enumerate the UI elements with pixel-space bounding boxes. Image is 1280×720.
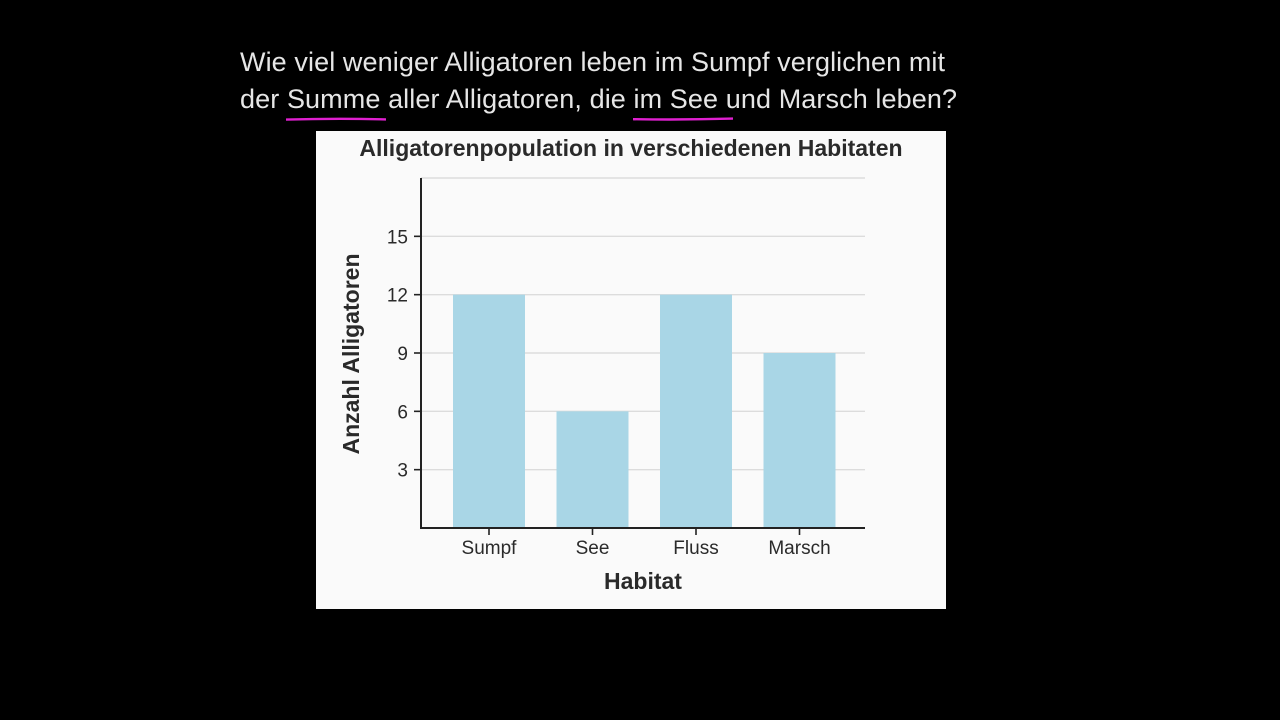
question-line-1: Wie viel weniger Alligatoren leben im Su… xyxy=(240,47,946,77)
question-text: Wie viel weniger Alligatoren leben im Su… xyxy=(240,44,1060,121)
y-tick-label: 12 xyxy=(387,286,408,307)
bar-see xyxy=(556,411,629,528)
chart-labels: Sumpf See Fluss Marsch 3 6 9 12 15 Alligatorenpop… xyxy=(338,135,903,594)
y-tick-label: 15 xyxy=(387,227,408,248)
bar-fluss xyxy=(660,294,732,528)
bar-marsch xyxy=(763,353,836,528)
x-tick-label-fluss: Fluss xyxy=(673,538,718,559)
x-axis-title: Habitat xyxy=(604,568,682,594)
underline-mark-im-see xyxy=(632,117,733,121)
question-line-2: der Summe aller Alligatoren, die im See … xyxy=(240,81,1060,121)
bar-chart: Sumpf See Fluss Marsch 3 6 9 12 15 Alligatorenpop… xyxy=(338,135,903,594)
question-line-2-end: und Marsch leben? xyxy=(718,84,958,114)
y-tick-label: 6 xyxy=(397,402,408,423)
highlighted-phrase-im-see: im See xyxy=(632,81,733,121)
highlighted-word-summe: Summe xyxy=(285,81,386,121)
y-tick-label: 9 xyxy=(397,344,408,365)
chart-title: Alligatorenpopulation in verschiedenen H… xyxy=(359,135,902,161)
x-tick-label-see: See xyxy=(576,538,610,559)
x-tick-label-sumpf: Sumpf xyxy=(462,538,518,559)
bars xyxy=(453,294,836,528)
axes xyxy=(414,178,865,535)
y-tick-label: 3 xyxy=(397,461,408,482)
chart-panel: Sumpf See Fluss Marsch 3 6 9 12 15 Alligatorenpop… xyxy=(316,131,946,609)
y-axis-title: Anzahl Alligatoren xyxy=(338,253,364,454)
underline-mark-summe xyxy=(285,117,386,121)
bar-sumpf xyxy=(453,294,525,528)
question-line-2-start: der xyxy=(240,84,287,114)
x-tick-label-marsch: Marsch xyxy=(768,538,830,559)
question-line-2-middle: aller Alligatoren, die xyxy=(380,84,634,114)
